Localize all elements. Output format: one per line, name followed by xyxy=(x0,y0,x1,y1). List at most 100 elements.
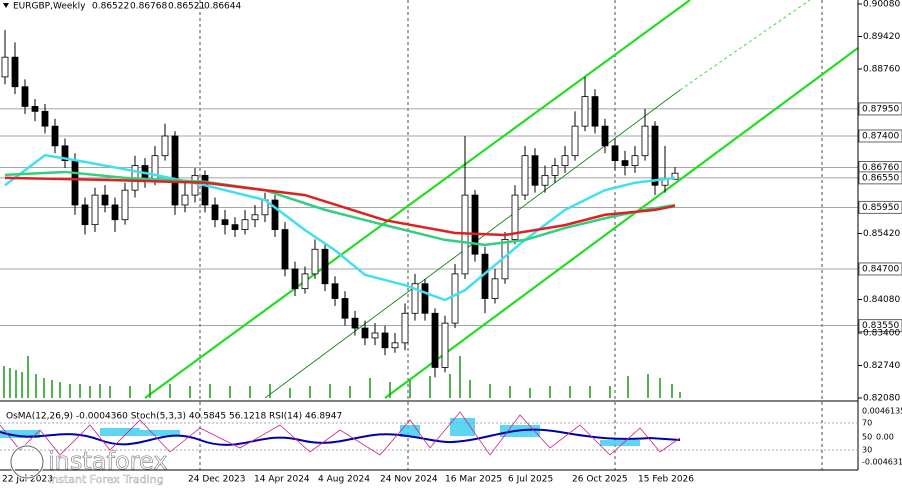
candle-body xyxy=(251,214,259,221)
candle-body xyxy=(221,219,229,226)
candle-body xyxy=(591,96,599,127)
indicator-label: 0.0046135 xyxy=(862,407,902,416)
candle-body xyxy=(671,172,679,180)
candle-body xyxy=(341,298,349,319)
level-box xyxy=(858,262,902,276)
indicator-label: 30 xyxy=(862,446,872,455)
x-tick-label: 16 Mar 2025 xyxy=(445,475,502,485)
indicator-axis: 0.0046135 70 50 0.00 30 -0.004631 xyxy=(862,407,902,467)
candle-body xyxy=(51,125,59,147)
candle-body xyxy=(411,283,419,314)
y-tick-label: 0.83400 xyxy=(863,328,900,338)
candle-body xyxy=(81,204,89,226)
x-tick-label: 24 Dec 2023 xyxy=(188,475,246,485)
y-tick-label: 0.89420 xyxy=(863,32,900,42)
level-box xyxy=(858,319,902,333)
level-label: 0.85950 xyxy=(862,203,899,213)
candle-body xyxy=(431,312,439,368)
x-axis: 22 Jul 2023 24 Dec 2023 14 Apr 2024 4 Aug 2… xyxy=(2,475,694,485)
candle-body xyxy=(541,174,549,186)
candle-body xyxy=(651,125,659,186)
candle-body xyxy=(631,155,639,166)
candle-body xyxy=(451,273,459,324)
y-tick-label: 0.82080 xyxy=(863,394,900,404)
candle-body xyxy=(381,332,389,349)
candle-body xyxy=(101,194,109,206)
y-tick-label: 0.90080 xyxy=(863,0,900,10)
x-tick-label: 26 Oct 2025 xyxy=(572,475,628,485)
level-label: 0.87950 xyxy=(862,104,899,114)
level-label: 0.86760 xyxy=(862,163,899,173)
candle-body xyxy=(161,135,169,157)
x-tick-label: 4 Aug 2024 xyxy=(318,475,370,485)
y-axis: 0.90080 0.89420 0.88760 0.85420 0.84080 0.834… xyxy=(858,0,900,404)
candle-body xyxy=(121,189,129,221)
candle-body xyxy=(201,174,209,206)
x-tick-label: 22 Jul 2023 xyxy=(2,475,53,485)
moving-average xyxy=(4,176,676,237)
candle-body xyxy=(111,204,119,221)
candle-body xyxy=(301,273,309,290)
candle-body xyxy=(1,56,9,78)
candle-body xyxy=(361,327,369,339)
candle-body xyxy=(601,125,609,147)
header-low: 0.86521 xyxy=(168,2,205,12)
candle-body xyxy=(371,332,379,339)
tagline: Instant Forex Trading xyxy=(48,473,164,486)
x-tick-label: 24 Nov 2024 xyxy=(380,475,438,485)
level-label: 0.84700 xyxy=(862,264,899,274)
header-open: 0.86522 xyxy=(92,2,129,12)
header-high: 0.86768 xyxy=(130,2,167,12)
candle-body xyxy=(171,135,179,206)
volume xyxy=(3,356,681,398)
candle-body xyxy=(551,165,559,176)
y-tick-label: 0.82740 xyxy=(863,361,900,371)
candle-body xyxy=(321,248,329,285)
candle-body xyxy=(421,283,429,314)
candle-body xyxy=(241,219,249,230)
watermark: instaforex Instant Forex Trading xyxy=(9,444,168,486)
candle-body xyxy=(281,229,289,270)
level-box xyxy=(858,102,902,116)
candle-body xyxy=(441,322,449,368)
candle-body xyxy=(621,160,629,166)
candle-body xyxy=(231,224,239,230)
candle-body xyxy=(11,56,19,88)
candle-body xyxy=(211,204,219,221)
candle-body xyxy=(151,155,159,181)
candle-body xyxy=(571,125,579,157)
level-box xyxy=(858,171,902,185)
candle-body xyxy=(561,155,569,166)
candle-body xyxy=(41,110,49,127)
indicator-panel xyxy=(0,411,858,456)
candle-body xyxy=(511,194,519,240)
candle-body xyxy=(21,86,29,107)
level-label: 0.87400 xyxy=(862,131,899,141)
header-close: 0.86644 xyxy=(204,2,241,12)
indicator-label: 0.00 xyxy=(876,433,894,442)
candle-body xyxy=(491,278,499,299)
candle-body xyxy=(181,194,189,206)
level-label: 0.86550 xyxy=(862,173,899,183)
candle-body xyxy=(91,194,99,226)
moving-average xyxy=(4,153,676,302)
candle-body xyxy=(61,145,69,162)
candle-body xyxy=(471,194,479,255)
indicator-label: -0.004631 xyxy=(862,458,902,467)
candle-body xyxy=(31,106,39,112)
x-tick-label: 15 Feb 2026 xyxy=(638,475,694,485)
candle-body xyxy=(351,317,359,329)
candle-body xyxy=(311,248,319,275)
candle-body xyxy=(581,96,589,127)
chart-title: EURGBP,Weekly xyxy=(13,2,86,12)
symbol-icon xyxy=(3,3,9,8)
level-box xyxy=(858,200,902,214)
indicator-title: OsMA(12,26,9) -0.0004360 Stoch(5,3,3) 40… xyxy=(6,412,342,422)
moving-averages xyxy=(4,153,676,302)
moving-average xyxy=(4,170,676,247)
candle-body xyxy=(291,268,299,290)
brand: instaforex xyxy=(48,447,168,475)
